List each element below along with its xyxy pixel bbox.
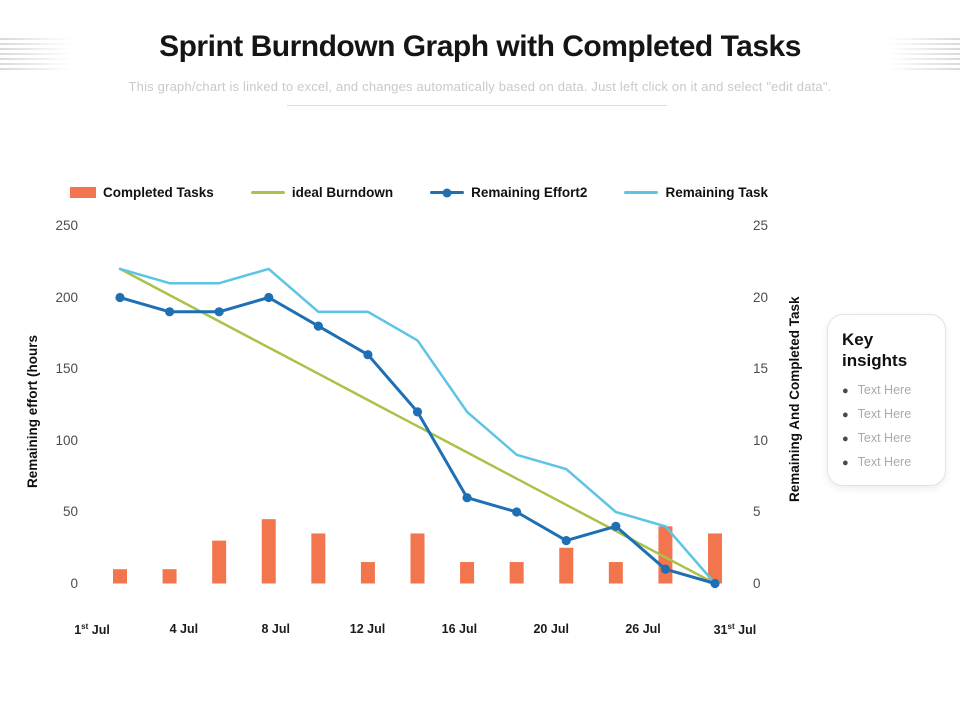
axis-tick-label: 250 xyxy=(55,218,78,233)
bullet-icon: ● xyxy=(842,456,849,469)
legend-label: Remaining Effort2 xyxy=(471,185,588,200)
data-point-marker xyxy=(164,307,175,317)
bar xyxy=(162,569,177,584)
key-insight-item: ● Text Here xyxy=(842,455,937,469)
data-point-marker xyxy=(561,536,571,546)
decorative-stripes-right xyxy=(880,38,960,72)
legend-line-swatch xyxy=(624,191,659,194)
left-axis-ticks: 250 200 150 100 50 0 xyxy=(36,217,78,593)
data-point-marker xyxy=(660,564,671,574)
legend-item: Completed Tasks xyxy=(70,185,214,200)
bullet-icon: ● xyxy=(842,408,849,421)
data-point-marker xyxy=(363,350,373,360)
page-title: Sprint Burndown Graph with Completed Tas… xyxy=(159,30,801,63)
legend-item: ideal Burndown xyxy=(250,185,394,200)
data-point-marker xyxy=(611,521,621,531)
right-axis-ticks: 25 20 15 10 5 0 xyxy=(753,217,795,593)
right-axis-title: Remaining And Completed Task xyxy=(787,296,802,502)
x-tick-label: 31st Jul xyxy=(713,622,757,638)
bar xyxy=(410,533,425,584)
legend-item: Remaining Task xyxy=(624,185,768,200)
axis-tick-label: 150 xyxy=(55,361,78,377)
data-point-marker xyxy=(512,507,522,517)
x-tick-label: 1st Jul xyxy=(74,622,110,638)
page-subtitle: This graph/chart is linked to excel, and… xyxy=(128,79,832,94)
axis-tick-label: 25 xyxy=(753,218,769,233)
legend-marker-dot xyxy=(442,188,452,197)
axis-tick-label: 5 xyxy=(753,504,761,520)
bullet-icon: ● xyxy=(842,384,849,397)
key-insights-bullets: ● Text Here ● Text Here ● Text Here ● Text Here xyxy=(842,383,937,469)
bar xyxy=(212,540,227,584)
data-point-marker xyxy=(313,321,323,331)
data-point-marker xyxy=(412,407,423,417)
x-tick-label: 20 Jul xyxy=(533,622,569,636)
data-point-marker xyxy=(214,307,224,317)
line-ideal-burndown xyxy=(118,267,717,585)
key-insight-text: Text Here xyxy=(857,382,912,397)
key-insight-text: Text Here xyxy=(857,406,912,421)
data-point-marker xyxy=(462,493,472,503)
legend-label: Remaining Task xyxy=(665,185,768,200)
axis-tick-label: 15 xyxy=(753,361,769,377)
bar xyxy=(113,569,127,584)
bar xyxy=(261,519,276,584)
axis-tick-label: 10 xyxy=(753,432,769,448)
key-insight-text: Text Here xyxy=(857,430,912,445)
axis-tick-label: 100 xyxy=(55,432,78,448)
legend-label: Completed Tasks xyxy=(103,185,214,200)
burndown-chart[interactable] xyxy=(100,220,770,595)
x-tick-label: 12 Jul xyxy=(349,622,386,636)
line-remaining-task xyxy=(118,267,717,585)
legend-label: ideal Burndown xyxy=(291,185,394,200)
legend-bar-swatch xyxy=(70,187,96,198)
x-tick-label: 26 Jul xyxy=(625,622,661,636)
bars-completed-tasks xyxy=(113,519,722,584)
axis-tick-label: 0 xyxy=(753,575,761,591)
data-point-marker xyxy=(264,292,274,303)
x-tick-label: 8 Jul xyxy=(261,622,290,636)
bar xyxy=(707,533,722,584)
bullet-icon: ● xyxy=(842,432,849,445)
legend-item: Remaining Effort2 xyxy=(430,185,587,200)
key-insights-panel: Key insights ● Text Here ● Text Here ● Text H… xyxy=(827,314,946,486)
key-insight-item: ● Text Here xyxy=(842,383,937,397)
x-tick-label: 4 Jul xyxy=(169,622,199,636)
axis-tick-label: 0 xyxy=(70,575,78,591)
data-point-marker xyxy=(710,578,720,589)
axis-tick-label: 20 xyxy=(753,289,769,305)
key-insights-title: Key insights xyxy=(842,330,908,371)
axis-tick-label: 50 xyxy=(62,504,78,520)
left-axis-title: Remaining effort (hours xyxy=(25,334,40,488)
subtitle-divider xyxy=(287,105,667,106)
bar xyxy=(311,533,326,584)
legend-line-swatch xyxy=(430,188,465,197)
data-point-marker xyxy=(115,292,125,303)
x-axis-labels: 1st Jul 4 Jul 8 Jul 12 Jul 16 Jul 20 Jul 26 Ju… xyxy=(61,622,766,637)
decorative-stripes-left xyxy=(0,38,80,72)
legend-line-swatch xyxy=(250,191,285,194)
key-insight-item: ● Text Here xyxy=(842,431,937,445)
bar xyxy=(360,562,375,584)
x-tick-label: 16 Jul xyxy=(441,622,478,636)
axis-tick-label: 200 xyxy=(55,289,78,305)
key-insight-item: ● Text Here xyxy=(842,407,937,421)
bar xyxy=(559,547,574,584)
bar xyxy=(460,562,475,584)
chart-legend: Completed Tasks ideal Burndown Remaining E… xyxy=(70,185,768,200)
markers-remaining-effort xyxy=(115,292,720,589)
bar xyxy=(608,562,623,584)
key-insight-text: Text Here xyxy=(857,454,912,469)
bar xyxy=(509,562,524,584)
